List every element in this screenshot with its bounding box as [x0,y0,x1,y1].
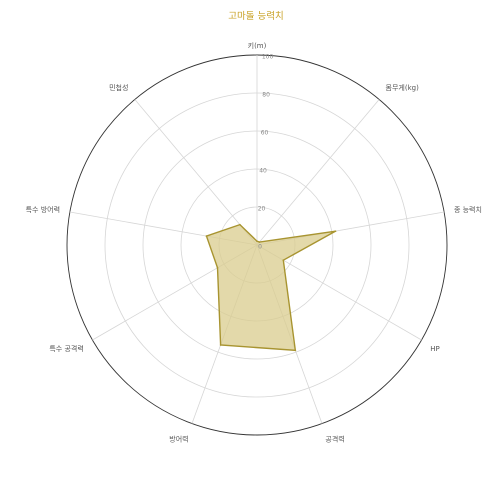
axis-label-3: HP [430,345,440,353]
axis-label-0: 키(m) [248,41,267,50]
chart-title: 고마돌 능력치 [228,10,283,22]
data-point-5 [220,344,222,346]
tick-label-40: 40 [259,168,267,175]
data-point-6 [217,267,219,269]
tick-label-0: 0 [258,244,262,251]
axis-label-8: 민첩성 [109,83,128,92]
spoke-1 [257,99,379,245]
data-point-2 [335,230,337,232]
data-point-3 [283,259,285,261]
radar-spokes [70,55,444,424]
data-point-7 [206,235,208,237]
tick-label-80: 80 [262,92,270,99]
tick-label-60: 60 [261,130,269,137]
radar-series [206,224,337,351]
spoke-8 [135,99,257,245]
radial-tick-labels: 0 20 40 60 80 100 [258,54,274,251]
axis-label-1: 몸무게(kg) [386,83,420,92]
data-point-4 [295,350,297,352]
axis-label-7: 특수 방어력 [26,205,60,214]
axis-label-4: 공격력 [325,436,344,444]
axis-label-5: 방어력 [169,435,188,444]
data-point-8 [239,224,241,226]
series-area-0 [206,225,335,351]
data-point-0 [256,240,258,242]
tick-label-20: 20 [258,206,266,213]
axis-label-2: 종 능력치 [454,205,482,214]
axis-label-6: 특수 공격력 [49,345,83,353]
tick-label-100: 100 [262,54,274,61]
